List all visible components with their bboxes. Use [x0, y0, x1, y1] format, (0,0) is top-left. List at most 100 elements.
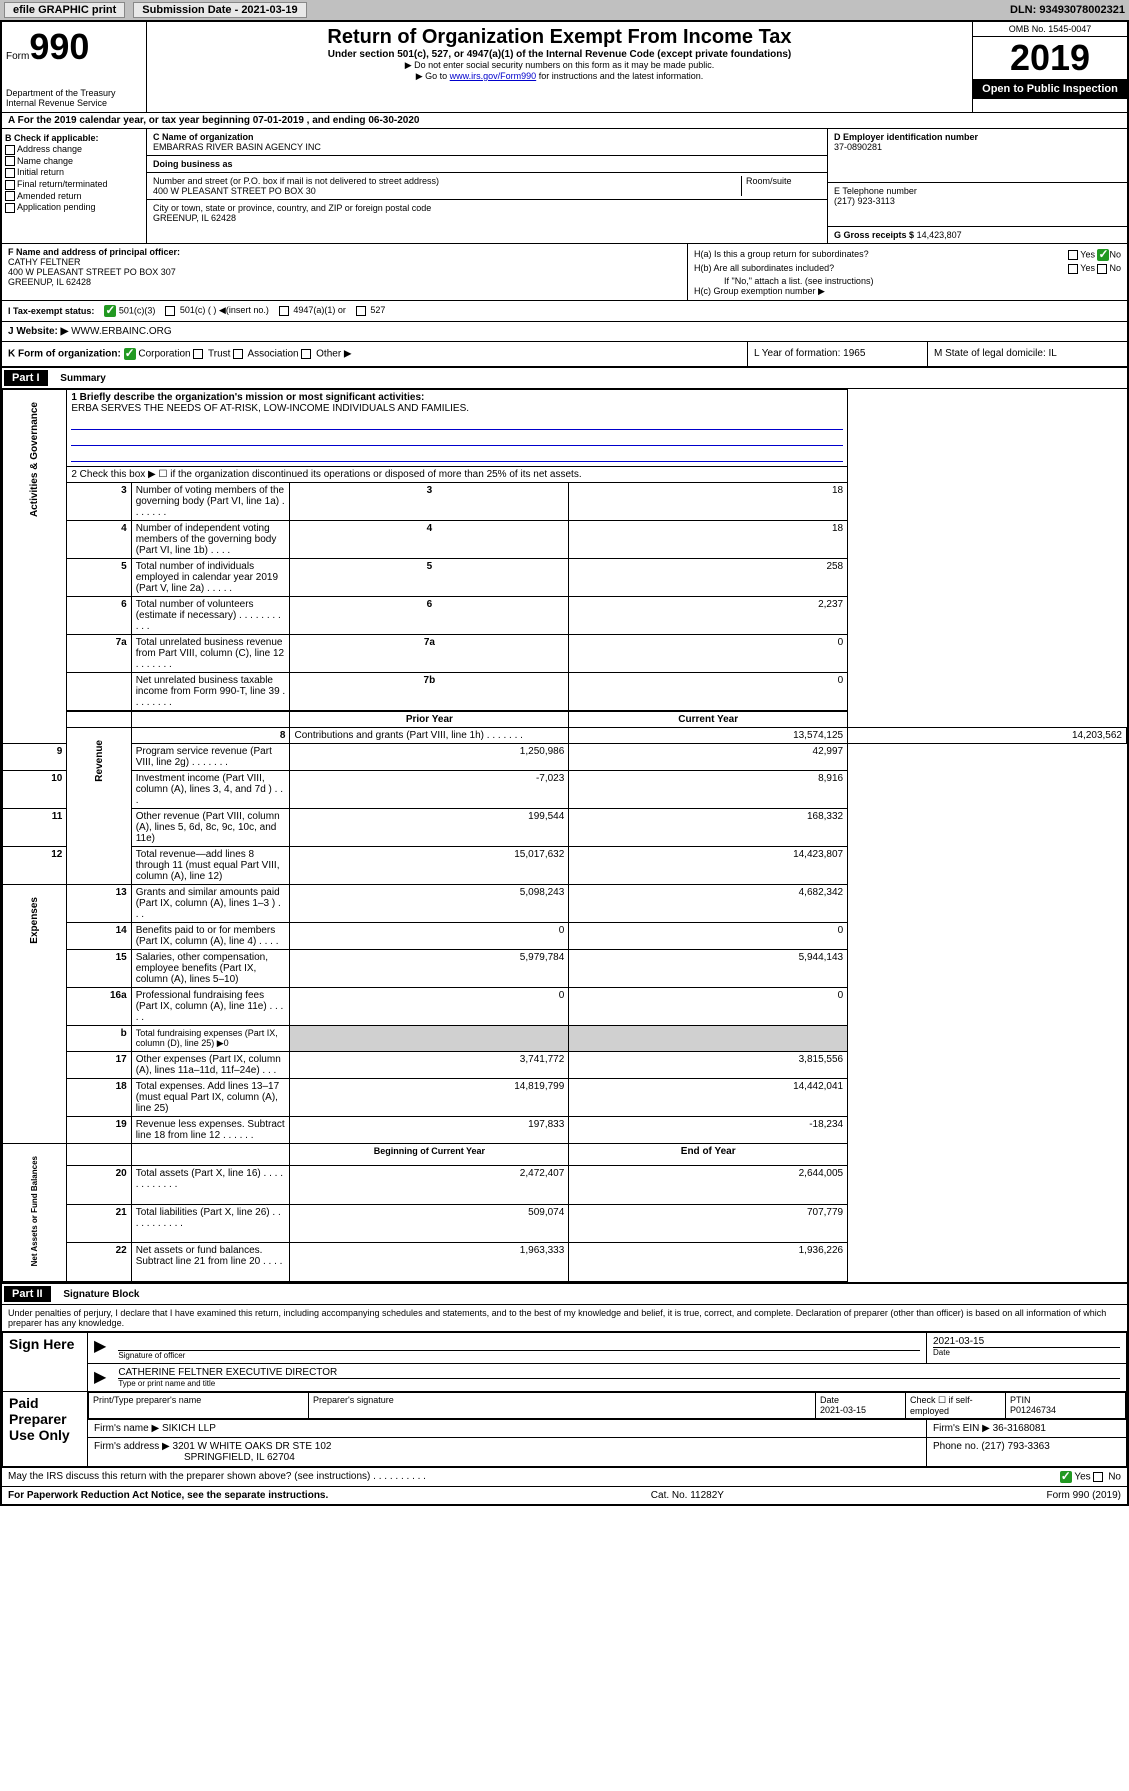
l-year: L Year of formation: 1965	[747, 342, 927, 366]
dln-text: DLN: 93493078002321	[1010, 4, 1125, 16]
website-row: J Website: ▶ WWW.ERBAINC.ORG	[2, 322, 1127, 342]
perjury-text: Under penalties of perjury, I declare th…	[2, 1305, 1127, 1331]
firm-name: SIKICH LLP	[162, 1423, 216, 1434]
hc-label: H(c) Group exemption number ▶	[694, 286, 1121, 297]
side-expenses: Expenses	[29, 887, 40, 954]
street-label: Number and street (or P.O. box if mail i…	[153, 176, 741, 186]
col-deg: D Employer identification number 37-0890…	[827, 129, 1127, 243]
website-value: WWW.ERBAINC.ORG	[71, 326, 172, 337]
arrow-icon: ▶	[94, 1369, 106, 1386]
ein-value: 37-0890281	[834, 142, 1121, 152]
submission-date-button[interactable]: Submission Date - 2021-03-19	[133, 2, 306, 18]
firm-ein: 36-3168081	[993, 1423, 1046, 1434]
firm-addr2: SPRINGFIELD, IL 62704	[94, 1452, 295, 1463]
prior-year-header: Prior Year	[290, 711, 569, 728]
discuss-row: May the IRS discuss this return with the…	[2, 1467, 1127, 1486]
sig-officer-label: Signature of officer	[118, 1350, 920, 1360]
period-row: A For the 2019 calendar year, or tax yea…	[2, 113, 1127, 129]
col-c: C Name of organization EMBARRAS RIVER BA…	[147, 129, 827, 243]
street-value: 400 W PLEASANT STREET PO BOX 30	[153, 186, 741, 196]
officer-printed-name: CATHERINE FELTNER EXECUTIVE DIRECTOR	[118, 1367, 1120, 1378]
g-label: G Gross receipts $	[834, 230, 914, 240]
form-title: Return of Organization Exempt From Incom…	[151, 26, 968, 49]
hb-note: If "No," attach a list. (see instruction…	[694, 276, 1121, 286]
chk-501c3[interactable]	[104, 305, 116, 317]
part2-title: Signature Block	[53, 1289, 139, 1300]
pra-notice: For Paperwork Reduction Act Notice, see …	[8, 1490, 328, 1501]
line2: 2 Check this box ▶ ☐ if the organization…	[67, 466, 848, 482]
ha-no-checked[interactable]	[1097, 249, 1109, 261]
topbar: efile GRAPHIC print Submission Date - 20…	[0, 0, 1129, 20]
mission-line	[71, 416, 843, 430]
discuss-yes-checked[interactable]	[1060, 1471, 1072, 1483]
irs-link[interactable]: www.irs.gov/Form990	[450, 71, 537, 81]
col-b: B Check if applicable: Address change Na…	[2, 129, 147, 243]
part2-badge: Part II	[4, 1286, 51, 1302]
chk-other[interactable]	[301, 349, 311, 359]
cat-no: Cat. No. 11282Y	[651, 1490, 724, 1501]
chk-initial[interactable]	[5, 168, 15, 178]
form-subtitle: Under section 501(c), 527, or 4947(a)(1)…	[151, 49, 968, 60]
form-footer: Form 990 (2019)	[1047, 1490, 1121, 1501]
arrow-icon: ▶	[94, 1338, 106, 1355]
chk-527[interactable]	[356, 306, 366, 316]
side-net-assets: Net Assets or Fund Balances	[30, 1146, 39, 1276]
e-label: E Telephone number	[834, 186, 1121, 196]
part1-badge: Part I	[4, 370, 48, 386]
side-revenue: Revenue	[94, 730, 105, 792]
sign-date: 2021-03-15	[933, 1336, 1120, 1347]
dept-text: Department of the Treasury	[6, 88, 142, 98]
i-label: I Tax-exempt status:	[8, 306, 94, 316]
ha-yes[interactable]	[1068, 250, 1078, 260]
open-public-badge: Open to Public Inspection	[973, 79, 1127, 99]
note-goto: ▶ Go to www.irs.gov/Form990 for instruct…	[151, 71, 968, 82]
sign-date-label: Date	[933, 1347, 1120, 1357]
chk-assoc[interactable]	[233, 349, 243, 359]
efile-print-button[interactable]: efile GRAPHIC print	[4, 2, 125, 18]
irs-text: Internal Revenue Service	[6, 98, 142, 108]
end-year-header: End of Year	[569, 1143, 848, 1166]
form-number: 990	[29, 26, 89, 68]
sign-table: Sign Here ▶ Signature of officer 2021-03…	[2, 1331, 1127, 1467]
chk-final[interactable]	[5, 180, 15, 190]
hb-label: H(b) Are all subordinates included?	[694, 263, 834, 274]
chk-501c[interactable]	[165, 306, 175, 316]
chk-trust[interactable]	[193, 349, 203, 359]
c-name-label: C Name of organization	[153, 132, 821, 142]
part2-header-row: Part II Signature Block	[2, 1282, 1127, 1305]
k-label: K Form of organization:	[8, 348, 121, 359]
j-label: J Website: ▶	[8, 326, 68, 337]
tax-year: 2019	[973, 37, 1127, 79]
paid-preparer-label: Paid Preparer Use Only	[3, 1392, 88, 1467]
form-word: Form	[6, 51, 29, 62]
sign-here-label: Sign Here	[3, 1332, 88, 1392]
omb-number: OMB No. 1545-0047	[973, 22, 1127, 37]
chk-address[interactable]	[5, 145, 15, 155]
discuss-no[interactable]	[1093, 1472, 1103, 1482]
chk-amended[interactable]	[5, 191, 15, 201]
d-label: D Employer identification number	[834, 132, 1121, 142]
hb-no[interactable]	[1097, 264, 1107, 274]
k-row: K Form of organization: Corporation Trus…	[2, 342, 1127, 368]
city-label: City or town, state or province, country…	[153, 203, 821, 213]
chk-name[interactable]	[5, 156, 15, 166]
room-label: Room/suite	[741, 176, 821, 196]
city-value: GREENUP, IL 62428	[153, 213, 821, 223]
officer-addr2: GREENUP, IL 62428	[8, 277, 681, 287]
firm-addr1: 3201 W WHITE OAKS DR STE 102	[173, 1441, 332, 1452]
ha-label: H(a) Is this a group return for subordin…	[694, 249, 869, 261]
form-header: Form 990 Department of the Treasury Inte…	[2, 22, 1127, 113]
footer-row: For Paperwork Reduction Act Notice, see …	[2, 1486, 1127, 1504]
col-h: H(a) Is this a group return for subordin…	[687, 244, 1127, 300]
hb-yes[interactable]	[1068, 264, 1078, 274]
chk-4947[interactable]	[279, 306, 289, 316]
note-ssn: ▶ Do not enter social security numbers o…	[151, 60, 968, 71]
firm-phone: (217) 793-3363	[981, 1441, 1049, 1452]
chk-pending[interactable]	[5, 203, 15, 213]
mission-line	[71, 448, 843, 462]
m-state: M State of legal domicile: IL	[927, 342, 1127, 366]
chk-corp[interactable]	[124, 348, 136, 360]
f-label: F Name and address of principal officer:	[8, 247, 681, 257]
current-year-header: Current Year	[569, 711, 848, 728]
mission-label: 1 Briefly describe the organization's mi…	[71, 392, 843, 403]
